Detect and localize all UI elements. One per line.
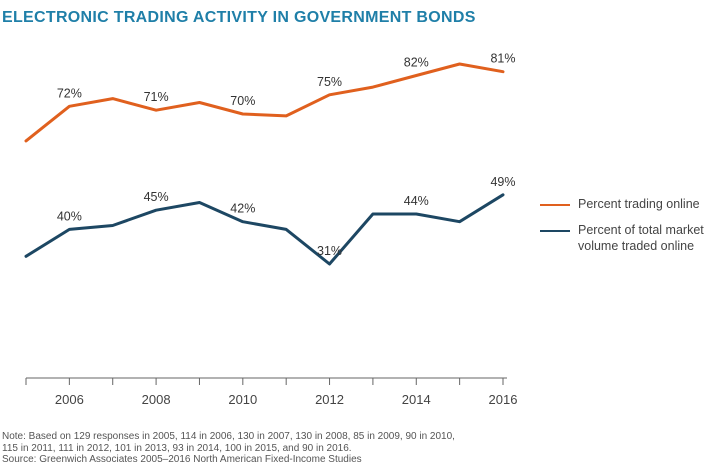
- data-label: 71%: [144, 90, 169, 104]
- chart-title: ELECTRONIC TRADING ACTIVITY IN GOVERNMEN…: [2, 9, 476, 26]
- legend: Percent trading online Percent of total …: [540, 196, 720, 264]
- data-label: 70%: [230, 94, 255, 108]
- x-tick-label: 2010: [228, 392, 257, 407]
- legend-item-online: Percent trading online: [540, 196, 720, 212]
- data-label: 49%: [490, 175, 515, 189]
- data-label: 31%: [317, 244, 342, 258]
- series-lines: [24, 62, 505, 266]
- x-tick-label: 2006: [55, 392, 84, 407]
- data-labels: 72% 71% 70% 75% 82% 81% 40% 45% 42% 31% 44% 49%: [57, 52, 516, 258]
- line-chart: 2006 2008 2010 2012 2014 2016 72% 71% 70% 75% 82%…: [24, 52, 518, 407]
- note-line-1: Note: Based on 129 responses in 2005, 11…: [2, 431, 455, 442]
- data-label: 72%: [57, 86, 82, 100]
- legend-label-volume: Percent of total market volume traded on…: [578, 223, 704, 253]
- note-line-2: 115 in 2011, 111 in 2012, 101 in 2013, 9…: [2, 442, 352, 454]
- data-label: 44%: [404, 194, 429, 208]
- legend-item-volume: Percent of total market volume traded on…: [540, 222, 720, 254]
- x-tick-label: 2016: [489, 392, 518, 407]
- series-line-online: [24, 62, 505, 143]
- x-tick-label: 2008: [142, 392, 171, 407]
- source-line: Source: Greenwich Associates 2005–2016 N…: [2, 454, 362, 465]
- legend-swatch-volume: [540, 230, 570, 232]
- data-label: 75%: [317, 75, 342, 89]
- x-tick-label: 2012: [315, 392, 344, 407]
- x-tick-label: 2014: [402, 392, 431, 407]
- data-label: 40%: [57, 209, 82, 223]
- x-axis: 2006 2008 2010 2012 2014 2016: [25, 377, 518, 407]
- legend-swatch-online: [540, 204, 570, 206]
- legend-label-online: Percent trading online: [578, 197, 700, 211]
- footnote: Note: Based on 129 responses in 2005, 11…: [2, 431, 562, 466]
- data-label: 81%: [490, 52, 515, 66]
- data-label: 45%: [144, 190, 169, 204]
- series-line-volume: [24, 193, 505, 266]
- data-label: 82%: [404, 56, 429, 70]
- data-label: 42%: [230, 202, 255, 216]
